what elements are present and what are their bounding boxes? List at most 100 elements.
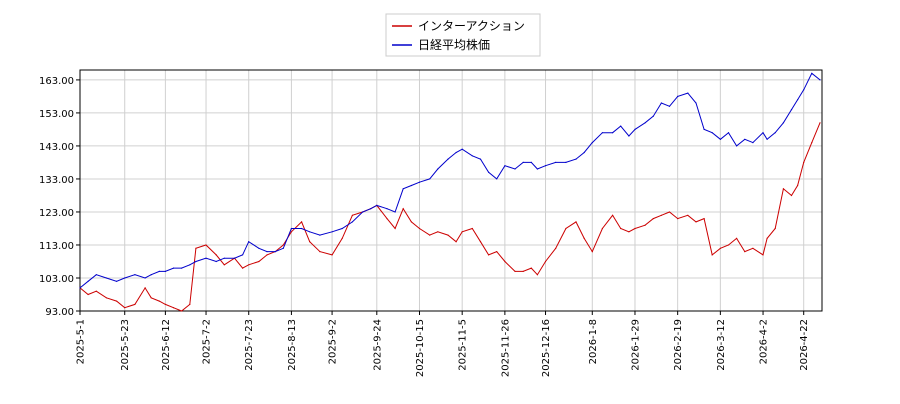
data-point — [687, 92, 689, 94]
data-point — [134, 274, 136, 276]
data-point — [455, 241, 457, 243]
data-point — [258, 247, 260, 249]
data-point — [410, 221, 412, 223]
data-point — [644, 122, 646, 124]
data-point — [727, 132, 730, 134]
data-point — [677, 218, 679, 220]
data-point — [301, 221, 303, 223]
data-point — [418, 181, 421, 183]
grid-lines — [79, 70, 822, 312]
data-point — [172, 267, 175, 269]
data-point — [189, 303, 191, 305]
data-point — [591, 142, 593, 144]
data-point — [341, 237, 343, 239]
x-tick-label: 2026-4-22 — [799, 319, 810, 371]
data-point — [744, 251, 746, 253]
data-point — [811, 72, 813, 74]
plot-frame — [79, 69, 823, 312]
data-point — [774, 132, 776, 134]
data-point — [583, 151, 585, 154]
data-point — [394, 211, 396, 213]
data-point — [628, 231, 630, 233]
data-point — [172, 307, 175, 309]
y-tick-label: 133.00 — [39, 175, 74, 186]
data-point — [418, 227, 421, 230]
data-point — [634, 128, 636, 130]
data-point — [319, 234, 321, 236]
y-tick-label: 163.00 — [39, 76, 74, 87]
y-axis: 93.00 103.00 113.00 123.00 133.00 143.00 153.0… — [39, 76, 80, 318]
data-point — [124, 307, 126, 309]
data-point — [341, 227, 343, 230]
data-point — [634, 227, 636, 230]
data-point — [205, 257, 207, 259]
data-point — [274, 251, 276, 253]
x-tick-label: 2026-4-2 — [759, 319, 770, 364]
data-point — [410, 184, 412, 187]
data-point — [488, 171, 490, 173]
data-point — [544, 260, 547, 263]
data-point — [601, 132, 604, 134]
data-point — [677, 95, 679, 97]
data-point — [87, 280, 89, 282]
data-point — [116, 280, 118, 282]
data-point — [687, 214, 689, 216]
data-point — [555, 161, 557, 163]
data-point — [215, 260, 217, 263]
y-tick-label: 93.00 — [45, 307, 74, 318]
data-point — [695, 221, 697, 223]
data-point — [351, 221, 353, 223]
data-point — [719, 247, 722, 249]
data-point — [362, 211, 364, 213]
data-point — [158, 270, 160, 272]
data-point — [429, 178, 431, 180]
x-tick-label: 2025-11-5 — [458, 319, 469, 371]
data-point — [522, 270, 524, 272]
data-point — [124, 277, 126, 279]
data-point — [290, 231, 292, 233]
data-point — [116, 300, 118, 302]
series-1 — [79, 122, 821, 312]
data-point — [248, 264, 250, 266]
data-point — [376, 204, 378, 206]
data-point — [144, 277, 146, 279]
x-tick-label: 2025-5-1 — [76, 319, 87, 364]
data-point — [331, 254, 333, 256]
data-point — [79, 287, 81, 289]
data-point — [331, 231, 333, 233]
data-point — [711, 132, 713, 134]
data-point — [181, 267, 183, 269]
data-point — [258, 260, 260, 263]
data-point — [386, 218, 388, 220]
y-tick-label: 103.00 — [39, 274, 74, 285]
data-point — [766, 237, 768, 239]
data-point — [620, 227, 622, 230]
data-point — [652, 218, 654, 220]
x-tick-label: 2026-1-8 — [588, 319, 599, 364]
data-point — [797, 99, 799, 101]
y-tick-label: 113.00 — [39, 241, 74, 252]
data-point — [736, 145, 738, 147]
data-point — [644, 224, 646, 226]
data-point — [461, 231, 463, 233]
data-point — [205, 244, 207, 246]
data-point — [612, 214, 614, 216]
x-tick-label: 2025-12-16 — [541, 319, 552, 377]
data-point — [703, 128, 705, 130]
legend-box — [385, 13, 541, 57]
data-point — [386, 208, 388, 210]
data-point — [565, 161, 567, 163]
data-point — [471, 227, 473, 230]
data-point — [565, 227, 567, 230]
data-point — [164, 303, 166, 305]
data-point — [248, 241, 250, 243]
data-point — [488, 254, 490, 256]
data-point — [782, 188, 785, 190]
data-point — [514, 270, 516, 272]
data-point — [703, 218, 705, 220]
data-point — [797, 184, 799, 187]
data-point — [195, 260, 197, 263]
data-point — [660, 102, 663, 104]
data-point — [819, 79, 821, 81]
